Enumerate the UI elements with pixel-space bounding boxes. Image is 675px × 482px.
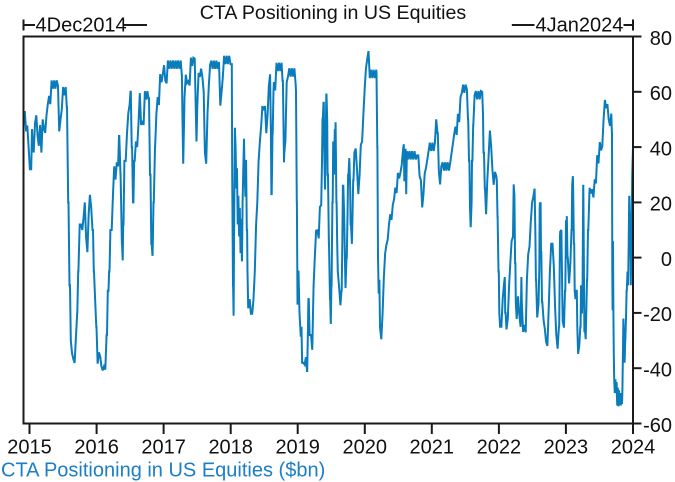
svg-text:0: 0 xyxy=(661,249,672,271)
svg-text:2018: 2018 xyxy=(208,437,253,459)
svg-text:4Jan2024: 4Jan2024 xyxy=(536,15,624,37)
svg-text:CTA Positioning in US Equities: CTA Positioning in US Equities xyxy=(200,2,467,24)
svg-text:2016: 2016 xyxy=(74,437,119,459)
svg-text:40: 40 xyxy=(650,138,672,160)
svg-text:2015: 2015 xyxy=(7,437,52,459)
svg-text:-60: -60 xyxy=(643,415,672,437)
svg-text:4Dec2014: 4Dec2014 xyxy=(36,15,127,37)
svg-text:2023: 2023 xyxy=(544,437,589,459)
svg-text:CTA Positioning in US Equities: CTA Positioning in US Equities ($bn) xyxy=(1,460,325,482)
svg-text:2022: 2022 xyxy=(477,437,522,459)
svg-text:2021: 2021 xyxy=(410,437,455,459)
svg-text:-40: -40 xyxy=(643,360,672,382)
svg-text:-20: -20 xyxy=(643,304,672,326)
svg-text:20: 20 xyxy=(650,194,672,216)
svg-text:80: 80 xyxy=(650,28,672,50)
svg-text:60: 60 xyxy=(650,83,672,105)
svg-text:2024: 2024 xyxy=(611,437,656,459)
svg-text:2020: 2020 xyxy=(343,437,388,459)
svg-text:2017: 2017 xyxy=(141,437,186,459)
svg-text:2019: 2019 xyxy=(275,437,320,459)
